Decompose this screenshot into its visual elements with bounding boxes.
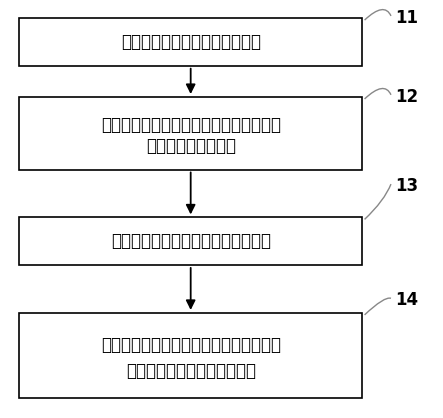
Text: 12: 12 <box>396 88 419 106</box>
Text: 在判定所述交易集中并发现象结束时，恢: 在判定所述交易集中并发现象结束时，恢 <box>101 336 281 354</box>
Text: 判定所述交易集中并发现象是否结束: 判定所述交易集中并发现象是否结束 <box>111 232 271 250</box>
Bar <box>19 217 362 265</box>
Bar <box>19 97 362 170</box>
Text: 14: 14 <box>396 291 419 309</box>
Text: 判定交易集中并发现象是否开始: 判定交易集中并发现象是否开始 <box>120 33 260 51</box>
Text: 复所述联机交易的所述副交易: 复所述联机交易的所述副交易 <box>126 362 256 380</box>
Bar <box>19 18 362 66</box>
Text: 停联机交易的副交易: 停联机交易的副交易 <box>146 137 236 155</box>
Text: 在判定所述交易集中并发现象开始时，暂: 在判定所述交易集中并发现象开始时，暂 <box>101 115 281 133</box>
Text: 11: 11 <box>396 9 418 27</box>
Bar <box>19 313 362 398</box>
Text: 13: 13 <box>396 177 419 195</box>
